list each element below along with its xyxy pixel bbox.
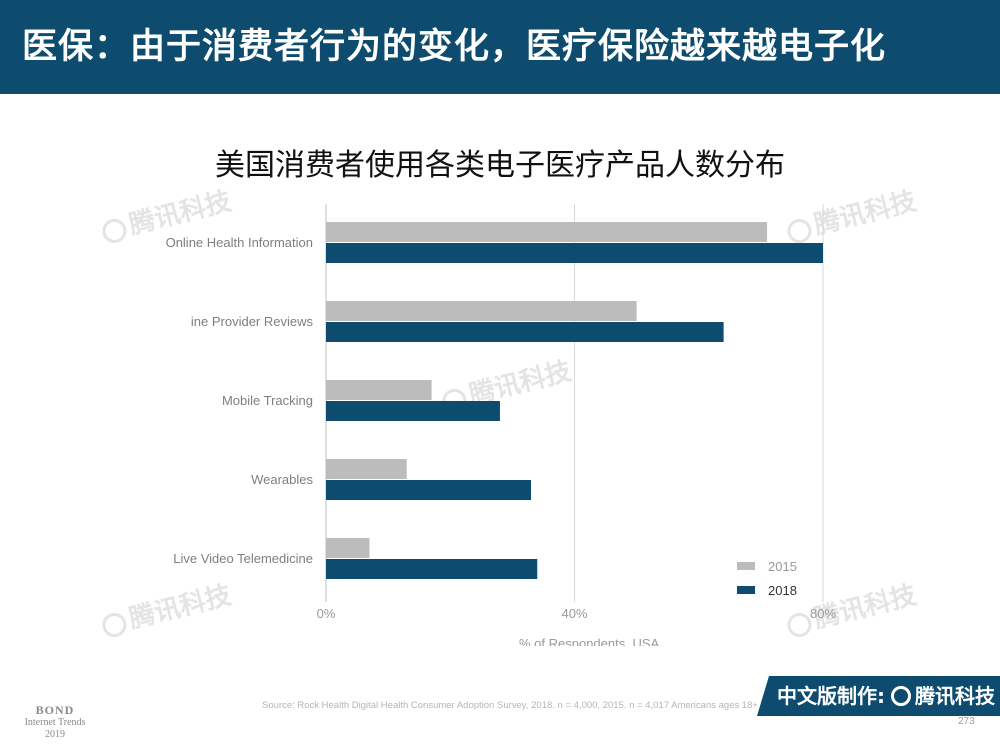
bond-year: 2019 xyxy=(45,729,65,740)
bar-2018-2 xyxy=(326,322,724,342)
category-label: ine Provider Reviews xyxy=(191,314,314,329)
bar-2018-3 xyxy=(326,401,500,421)
slide-header: 医保：由于消费者行为的变化，医疗保险越来越电子化 xyxy=(0,0,1000,94)
bond-logo: BOND Internet Trends 2019 xyxy=(10,704,100,741)
bar-2018-4 xyxy=(326,480,532,500)
bar-2018-1 xyxy=(326,243,823,263)
category-label: Wearables xyxy=(251,472,313,487)
bar-2015-5 xyxy=(326,538,370,558)
bar-2018-5 xyxy=(326,559,538,579)
x-tick-label: 80% xyxy=(810,606,836,621)
category-label: Mobile Tracking xyxy=(222,393,313,408)
source-note: Source: Rock Health Digital Health Consu… xyxy=(262,700,758,711)
x-tick-label: 0% xyxy=(317,606,336,621)
page-number: 273 xyxy=(958,716,975,727)
category-label: Live Video Telemedicine xyxy=(173,551,313,566)
bar-2015-1 xyxy=(326,222,768,242)
brand-logo-icon xyxy=(891,686,911,706)
legend-label: 2015 xyxy=(768,559,797,574)
brand-banner: 中文版制作: 腾讯科技 xyxy=(757,676,1000,716)
bar-2015-3 xyxy=(326,380,432,400)
x-tick-label: 40% xyxy=(561,606,587,621)
bar-2015-2 xyxy=(326,301,637,321)
slide-title: 医保：由于消费者行为的变化，医疗保险越来越电子化 xyxy=(22,27,887,67)
brand-name: 腾讯科技 xyxy=(915,684,995,708)
x-axis-label: % of Respondents, USA xyxy=(519,636,660,646)
bond-title: BOND xyxy=(35,703,75,717)
legend-swatch-2015 xyxy=(737,562,755,570)
chart-title: 美国消费者使用各类电子医疗产品人数分布 xyxy=(215,148,785,183)
bar-2015-4 xyxy=(326,459,407,479)
brand-label: 中文版制作: xyxy=(777,684,885,708)
category-label: Online Health Information xyxy=(166,235,313,250)
bond-subtitle: Internet Trends xyxy=(24,717,86,728)
legend-swatch-2018 xyxy=(737,586,755,594)
legend-label: 2018 xyxy=(768,583,797,598)
